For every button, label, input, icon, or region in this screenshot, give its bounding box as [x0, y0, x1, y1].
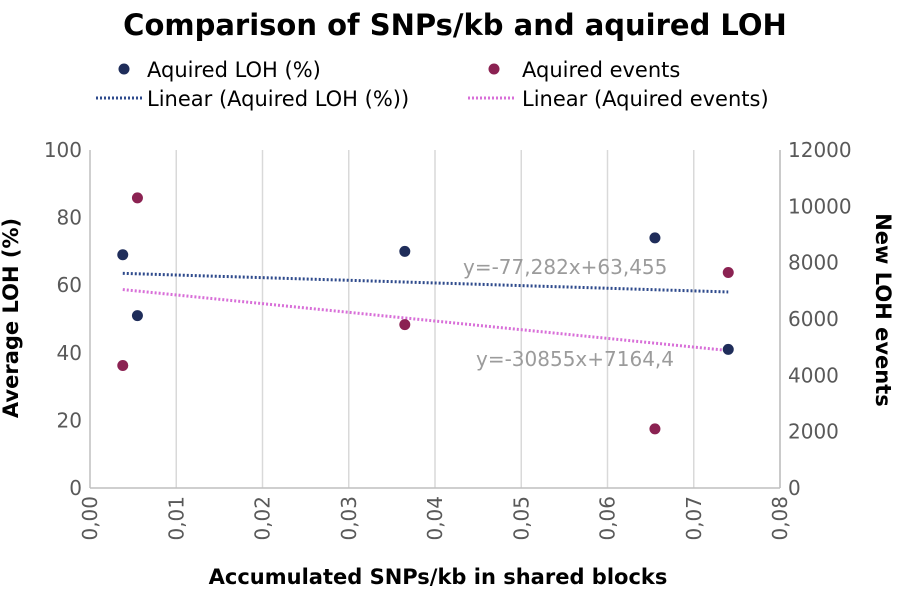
y2-tick-label: 8000: [788, 251, 839, 275]
trendline-equation-loh: y=-77,282x+63,455: [463, 255, 667, 279]
y2-tick-label: 0: [788, 476, 801, 500]
chart-title: Comparison of SNPs/kb and aquired LOH: [123, 8, 787, 42]
trendline-equation-events: y=-30855x+7164,4: [476, 347, 674, 371]
legend-label-linear-events: Linear (Aquired events): [522, 87, 769, 111]
x-tick-label: 0,00: [78, 496, 102, 541]
data-point-loh: [117, 249, 129, 261]
legend-label-loh: Aquired LOH (%): [147, 58, 321, 82]
trendline-1: [122, 288, 729, 353]
x-tick-label: 0,03: [337, 496, 361, 541]
tick-labels: 0,00 0,01 0,02 0,03 0,04 0,05 0,06 0,07 0,080204…: [44, 138, 852, 541]
y2-tick-label: 10000: [788, 194, 852, 218]
data-point-loh: [722, 343, 734, 355]
y2-tick-label: 2000: [788, 420, 839, 444]
x-tick-label: 0,02: [251, 496, 275, 541]
trendline-0: [122, 271, 729, 294]
y2-axis-title: New LOH events: [871, 213, 895, 407]
data-point-events: [117, 359, 129, 371]
x-tick-label: 0,07: [682, 496, 706, 541]
y2-tick-label: 4000: [788, 363, 839, 387]
legend-marker-events: [488, 63, 500, 75]
y-tick-label: 80: [57, 206, 82, 230]
y-tick-label: 0: [69, 476, 82, 500]
x-tick-label: 0,04: [423, 496, 447, 541]
data-point-loh: [649, 232, 661, 244]
data-point-events: [649, 423, 661, 435]
trendlines: [122, 271, 729, 353]
x-tick-label: 0,01: [164, 496, 188, 541]
x-tick-label: 0,08: [768, 496, 792, 541]
y-tick-label: 20: [57, 408, 82, 432]
y-tick-label: 60: [57, 273, 82, 297]
legend-label-linear-loh: Linear (Aquired LOH (%)): [147, 87, 409, 111]
data-point-events: [722, 267, 734, 279]
x-axis-title: Accumulated SNPs/kb in shared blocks: [209, 565, 668, 589]
y-tick-label: 40: [57, 341, 82, 365]
axes: [89, 150, 781, 489]
data-point-events: [131, 192, 143, 204]
data-points: [117, 192, 734, 435]
y-axis-title: Average LOH (%): [0, 218, 23, 418]
y2-tick-label: 12000: [788, 138, 852, 162]
legend-marker-loh: [118, 63, 130, 75]
y-tick-label: 100: [44, 138, 82, 162]
data-point-loh: [131, 310, 143, 322]
x-tick-label: 0,05: [509, 496, 533, 541]
legend-label-events: Aquired events: [522, 58, 680, 82]
x-tick-label: 0,06: [596, 496, 620, 541]
grid-lines: [175, 150, 781, 488]
data-point-events: [399, 319, 411, 331]
y2-tick-label: 6000: [788, 307, 839, 331]
legend: Aquired LOH (%) Aquired events Linear (Aqu…: [96, 58, 769, 111]
data-point-loh: [399, 245, 411, 257]
